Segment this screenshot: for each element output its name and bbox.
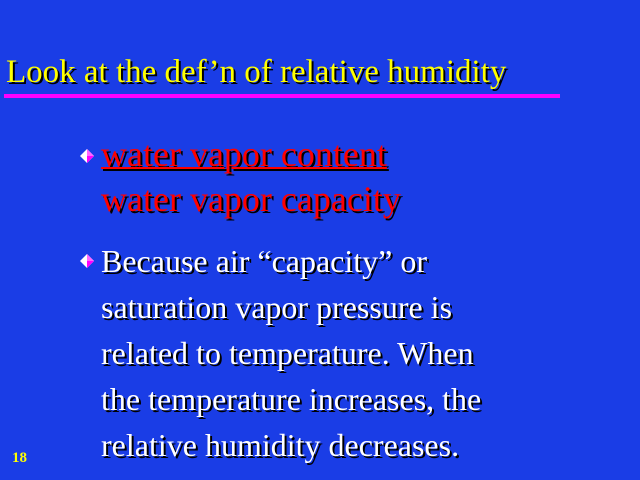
diamond-bullet-icon [79, 253, 94, 268]
fraction-numerator: water vapor content [101, 134, 387, 174]
explanation-text: Because air “capacity” or saturation vap… [76, 238, 616, 468]
explanation-line: Because air “capacity” or [101, 243, 428, 279]
explanation-line: relative humidity decreases. [101, 427, 460, 463]
title-underline-rule [4, 94, 560, 98]
slide-number: 18 [12, 450, 27, 466]
explanation-line: the temperature increases, the [101, 381, 482, 417]
slide-title: Look at the def’n of relative humidity [6, 54, 507, 90]
explanation-line: saturation vapor pressure is [101, 289, 453, 325]
diamond-bullet-icon [79, 148, 94, 163]
bullet-fraction: water vapor content water vapor capacity [76, 132, 616, 222]
fraction-denominator: water vapor capacity [101, 179, 401, 219]
bullet-explanation: Because air “capacity” or saturation vap… [76, 238, 616, 468]
explanation-line: related to temperature. When [101, 335, 474, 371]
